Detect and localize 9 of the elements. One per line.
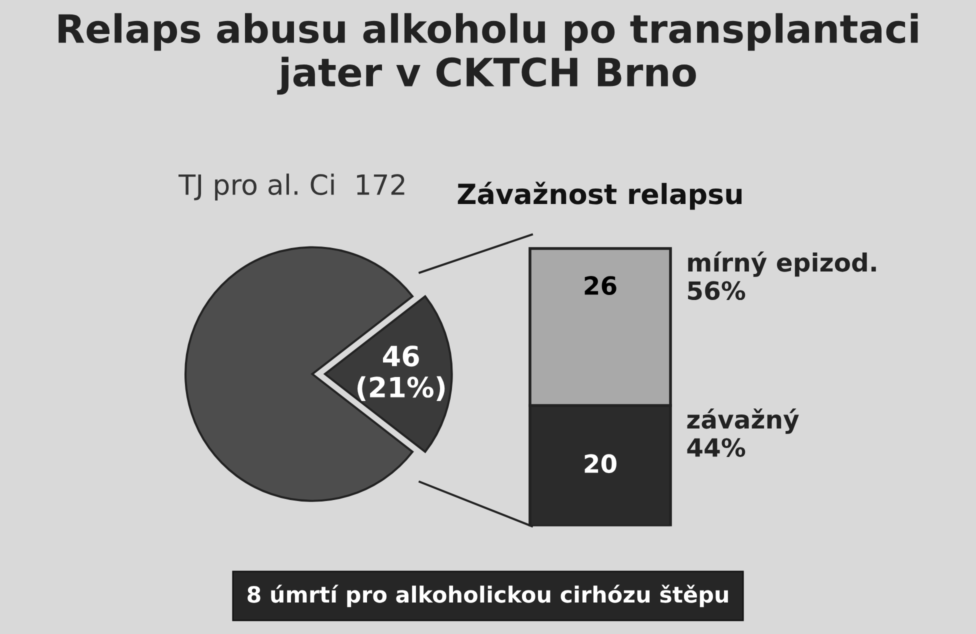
chart-title: Relaps abusu alkoholu po transplantaci jater v CKTCH Brno — [58, 13, 918, 95]
series-label: mírný epizod. 56% — [688, 251, 876, 300]
data-label: 20 — [584, 454, 616, 474]
text: 8 úmrtí pro alkoholickou cirhózu štěpu — [248, 584, 728, 608]
chart-subtitle: TJ pro al. Ci 172 — [178, 174, 404, 200]
data-label: 46 (21%) — [358, 346, 445, 401]
chart-title: Závažnost relapsu — [458, 182, 742, 210]
data-label: 26 — [584, 276, 616, 295]
series-label: závažný 44% — [687, 408, 799, 458]
